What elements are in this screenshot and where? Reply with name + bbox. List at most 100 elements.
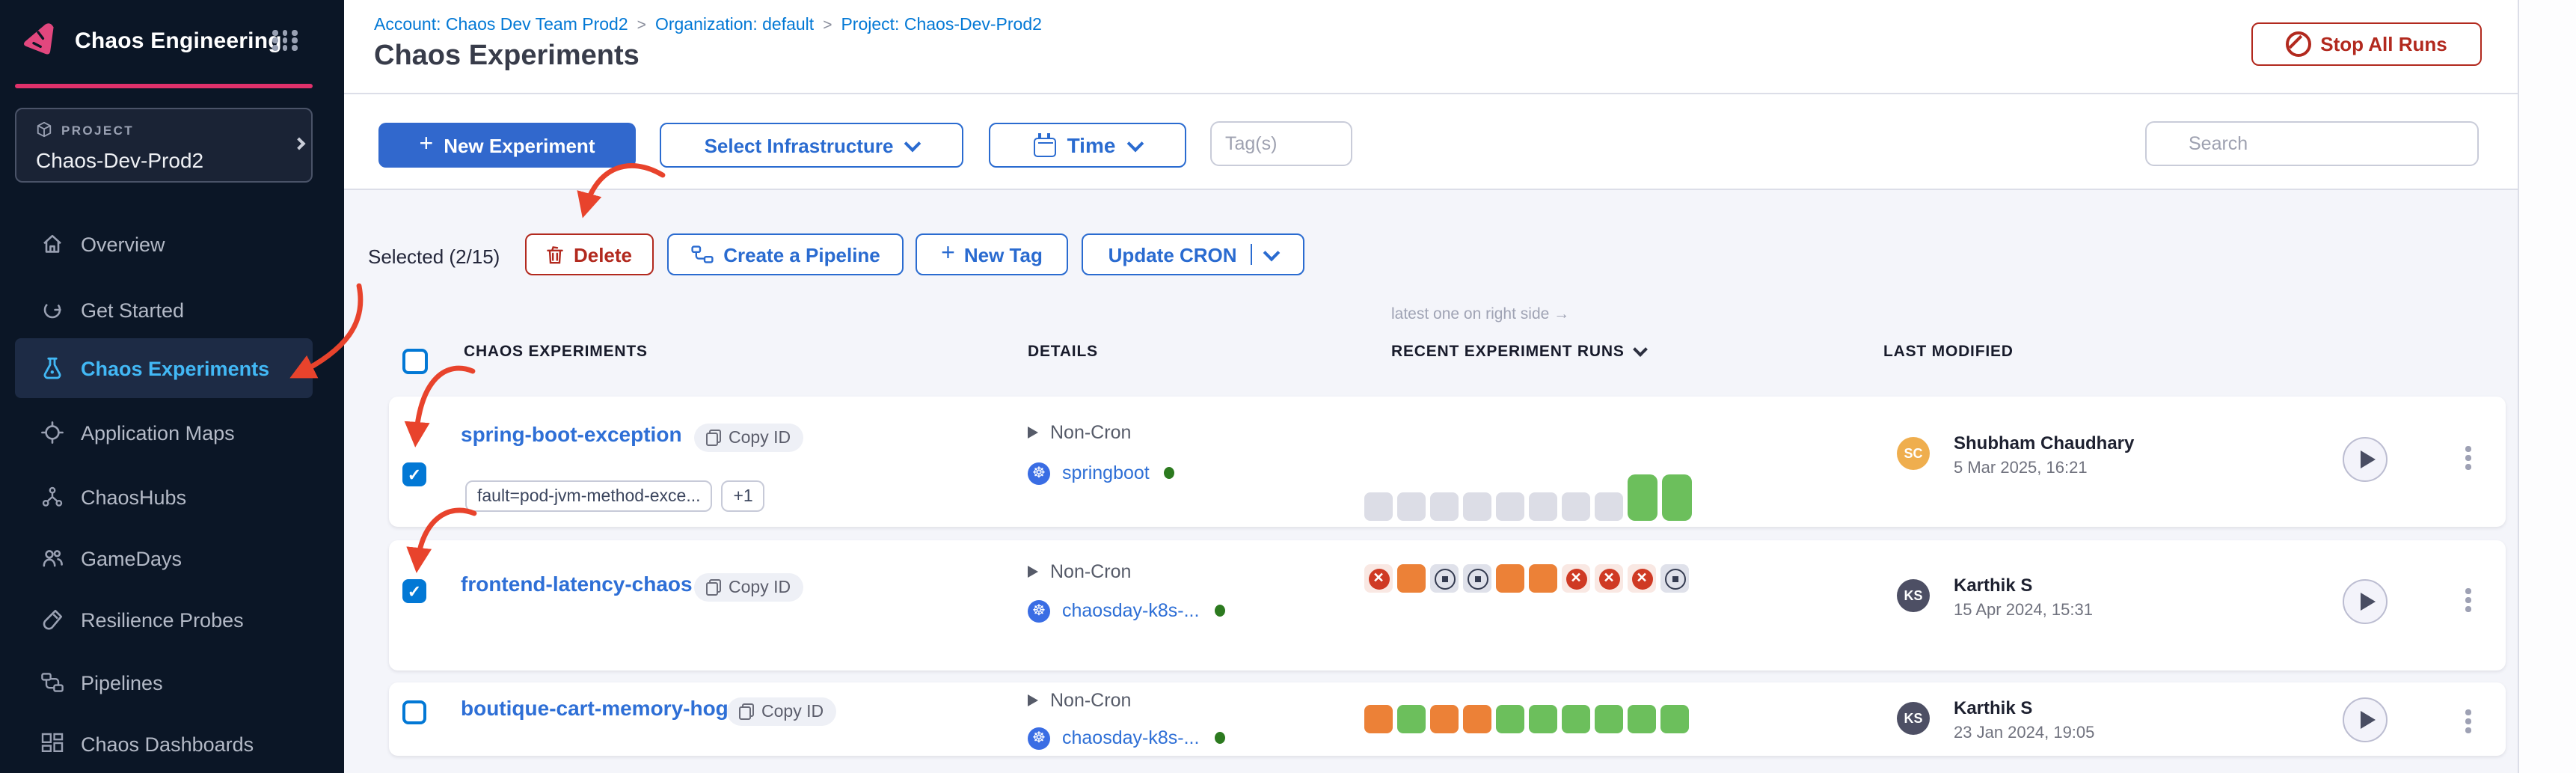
check-icon: ✓ [407, 466, 422, 484]
schedule-line: Non-Cron [1028, 687, 1131, 714]
select-all-checkbox[interactable] [402, 349, 428, 374]
run-tile-passed-big[interactable] [1628, 474, 1657, 521]
run-tile-passed[interactable] [1397, 705, 1426, 733]
tag-more-chip[interactable]: +1 [721, 480, 765, 512]
run-tile-passed[interactable] [1529, 705, 1557, 733]
schedule-type: Non-Cron [1050, 561, 1132, 582]
run-tile-running[interactable] [1496, 564, 1524, 593]
run-tile-passed[interactable] [1628, 705, 1656, 733]
copy-id-label: Copy ID [729, 578, 791, 596]
row-checkbox[interactable] [402, 700, 426, 724]
run-tile-failed[interactable]: ✕ [1628, 564, 1656, 593]
sidebar-item-pipelines[interactable]: Pipelines [12, 660, 332, 705]
select-infrastructure-dropdown[interactable]: Select Infrastructure [660, 123, 963, 168]
row-checkbox[interactable]: ✓ [402, 462, 426, 486]
copy-id-label: Copy ID [729, 429, 791, 447]
infrastructure-link[interactable]: chaosday-k8s-... [1062, 727, 1200, 748]
run-experiment-button[interactable] [2343, 697, 2388, 742]
infrastructure-link[interactable]: chaosday-k8s-... [1062, 600, 1200, 621]
tag-chip: fault=pod-jvm-method-exce... [465, 480, 713, 512]
run-tile-running[interactable] [1463, 705, 1491, 733]
copy-id-button[interactable]: Copy ID [727, 697, 836, 726]
run-tile-running[interactable] [1364, 705, 1393, 733]
run-tile-failed[interactable]: ✕ [1562, 564, 1590, 593]
run-tile-queued[interactable] [1463, 492, 1491, 521]
run-tile-passed-big[interactable] [1662, 474, 1692, 521]
check-icon: ✓ [407, 583, 422, 601]
sidebar-item-chaos-experiments[interactable]: Chaos Experiments [12, 346, 332, 391]
run-tile-queued[interactable] [1562, 492, 1590, 521]
new-tag-button[interactable]: + New Tag [916, 233, 1068, 275]
modified-date: 5 Mar 2025, 16:21 [1954, 459, 2088, 477]
expand-triangle-icon[interactable] [1028, 694, 1038, 706]
copy-id-button[interactable]: Copy ID [694, 424, 803, 452]
run-tile-passed[interactable] [1562, 705, 1590, 733]
trash-icon [547, 245, 565, 264]
row-menu-button[interactable] [2462, 585, 2474, 614]
avatar: SC [1897, 437, 1930, 470]
run-tile-running[interactable] [1430, 705, 1459, 733]
row-menu-button[interactable] [2462, 706, 2474, 736]
run-tile-failed[interactable]: ✕ [1364, 564, 1393, 593]
time-filter-dropdown[interactable]: Time [989, 123, 1186, 168]
expand-triangle-icon[interactable] [1028, 566, 1038, 578]
sidebar-item-get-started[interactable]: Get Started [12, 287, 332, 332]
selected-count-text: Selected (2/15) [368, 245, 500, 268]
project-selector[interactable]: PROJECT Chaos-Dev-Prod2 [15, 108, 313, 183]
sidebar-item-gamedays[interactable]: GameDays [12, 536, 332, 581]
run-tile-queued[interactable] [1364, 492, 1393, 521]
run-tile-stopped[interactable] [1430, 564, 1459, 593]
run-tile-queued[interactable] [1430, 492, 1459, 521]
expand-triangle-icon[interactable] [1028, 427, 1038, 439]
run-tile-running[interactable] [1529, 564, 1557, 593]
sidebar-item-overview[interactable]: Overview [12, 221, 332, 266]
modified-by-name: Shubham Chaudhary [1954, 433, 2135, 453]
breadcrumb-project-link[interactable]: Project: Chaos-Dev-Prod2 [841, 16, 1042, 34]
run-tile-queued[interactable] [1496, 492, 1524, 521]
sidebar-item-chaoshubs[interactable]: ChaosHubs [12, 474, 332, 519]
get-started-icon [30, 298, 75, 322]
recent-runs-strip [1364, 474, 1692, 521]
run-tile-queued[interactable] [1595, 492, 1623, 521]
experiment-name-link[interactable]: frontend-latency-chaos [461, 572, 693, 596]
stop-all-runs-button[interactable]: Stop All Runs [2251, 22, 2482, 66]
run-tile-stopped[interactable] [1463, 564, 1491, 593]
update-cron-split-button[interactable]: Update CRON [1082, 233, 1304, 275]
run-tile-passed[interactable] [1496, 705, 1524, 733]
schedule-type: Non-Cron [1050, 422, 1132, 443]
sidebar-item-resilience-probes[interactable]: Resilience Probes [12, 597, 332, 642]
recent-runs-strip: ✕ ✕ ✕ ✕ [1364, 564, 1689, 593]
run-experiment-button[interactable] [2343, 579, 2388, 624]
run-tile-passed[interactable] [1660, 705, 1689, 733]
copy-id-button[interactable]: Copy ID [694, 573, 803, 602]
column-header-recent-runs[interactable]: RECENT EXPERIMENT RUNS [1391, 342, 1648, 361]
experiment-name-link[interactable]: boutique-cart-memory-hog [461, 696, 729, 720]
tags-filter-input[interactable] [1210, 121, 1352, 166]
new-experiment-button[interactable]: + New Experiment [378, 123, 636, 168]
infrastructure-link[interactable]: springboot [1062, 462, 1150, 483]
chaos-engineering-logo-icon[interactable] [18, 19, 58, 60]
breadcrumb-organization-link[interactable]: Organization: default [654, 16, 815, 34]
chevron-down-icon [904, 134, 921, 152]
project-name: Chaos-Dev-Prod2 [36, 148, 204, 172]
sidebar-item-chaos-dashboards[interactable]: Chaos Dashboards [12, 721, 332, 766]
module-grid-icon[interactable] [272, 30, 299, 51]
sidebar-item-application-maps[interactable]: Application Maps [12, 410, 332, 455]
run-tile-queued[interactable] [1397, 492, 1426, 521]
experiment-name-link[interactable]: spring-boot-exception [461, 422, 682, 446]
create-pipeline-button[interactable]: Create a Pipeline [667, 233, 904, 275]
row-checkbox[interactable]: ✓ [402, 579, 426, 603]
breadcrumb-account-link[interactable]: Account: Chaos Dev Team Prod2 [374, 16, 628, 34]
run-tile-running[interactable] [1397, 564, 1426, 593]
sidebar-item-label: ChaosHubs [81, 486, 187, 508]
run-tile-queued[interactable] [1529, 492, 1557, 521]
run-tile-passed[interactable] [1595, 705, 1623, 733]
delete-button[interactable]: Delete [525, 233, 654, 275]
update-cron-label: Update CRON [1108, 243, 1237, 266]
search-input[interactable] [2145, 121, 2479, 166]
run-tile-stopped[interactable] [1660, 564, 1689, 593]
run-tile-failed[interactable]: ✕ [1595, 564, 1623, 593]
row-menu-button[interactable] [2462, 443, 2474, 472]
schedule-type: Non-Cron [1050, 690, 1132, 711]
run-experiment-button[interactable] [2343, 437, 2388, 482]
